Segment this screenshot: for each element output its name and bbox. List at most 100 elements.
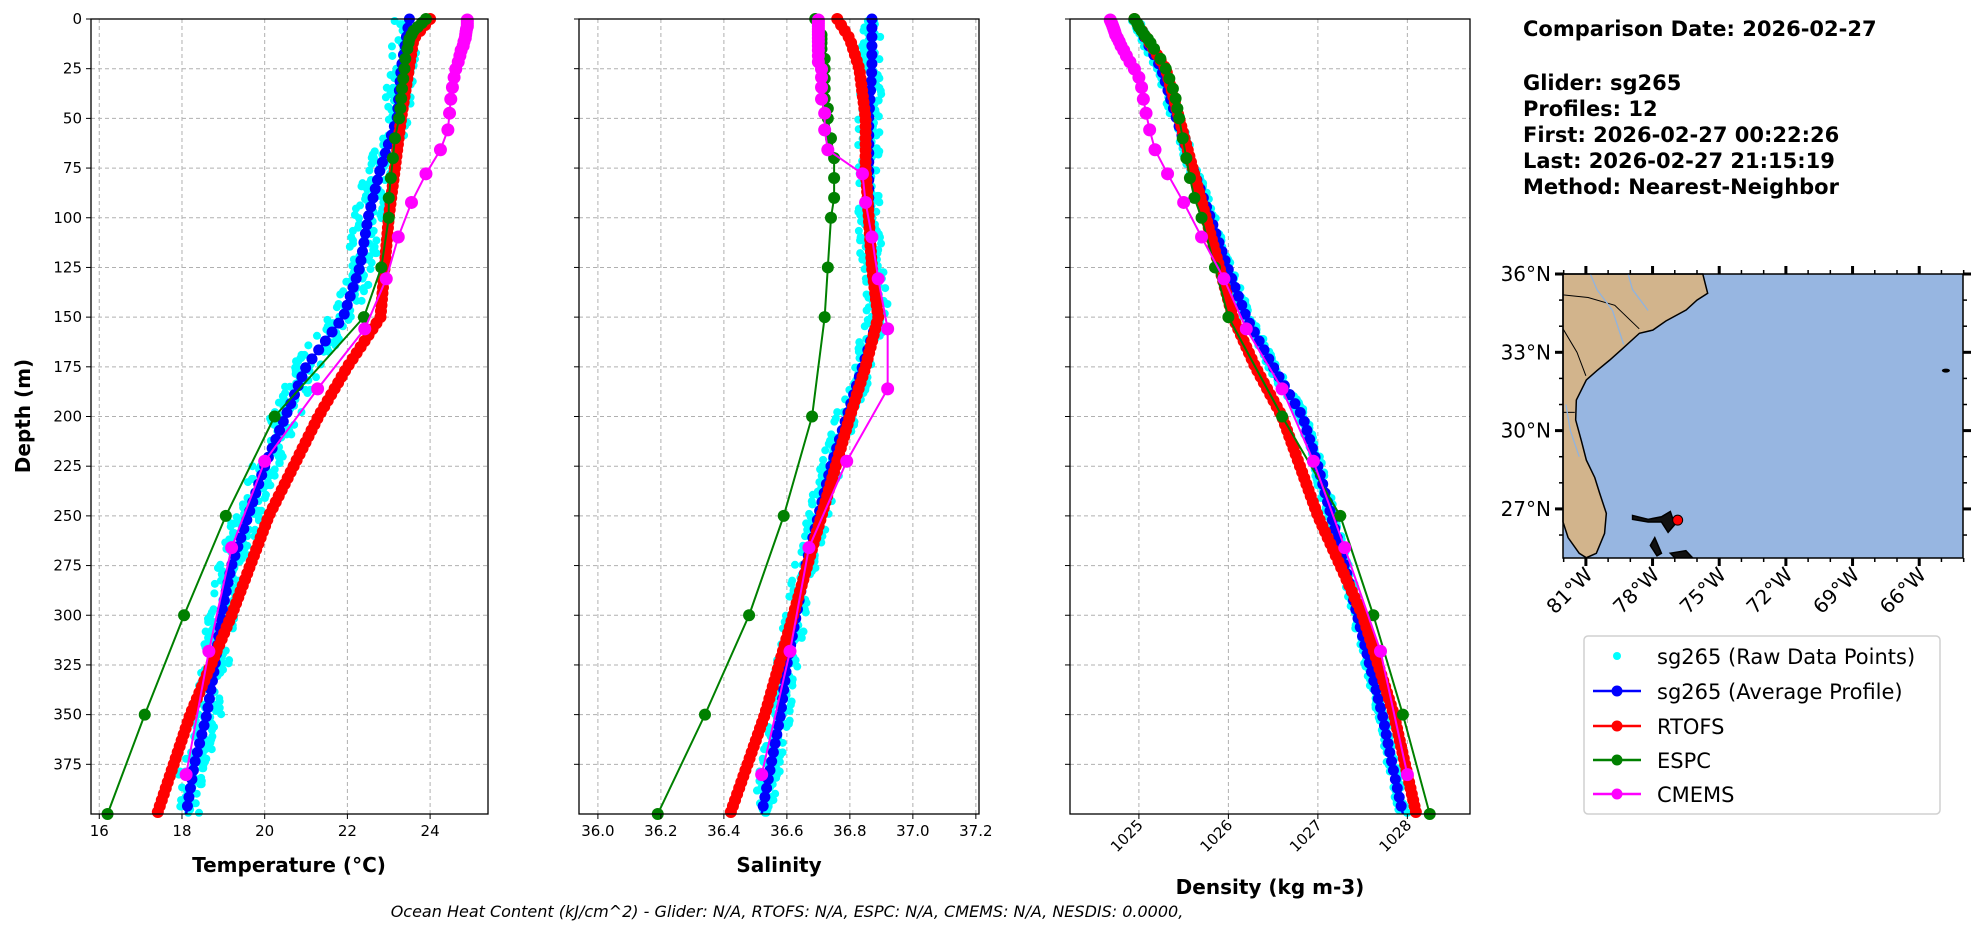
- data-point: [866, 31, 878, 43]
- data-point: [419, 167, 433, 181]
- data-point: [372, 174, 384, 186]
- data-point: [724, 806, 737, 819]
- data-point: [179, 768, 193, 782]
- data-point: [374, 165, 386, 177]
- method: Method: Nearest-Neighbor: [1523, 175, 1840, 199]
- raw-data-point: [201, 627, 210, 636]
- data-point: [391, 230, 405, 244]
- x-tick-label: 36.6: [770, 822, 803, 840]
- data-point: [151, 806, 164, 819]
- data-point: [1391, 782, 1403, 794]
- data-point: [1382, 737, 1394, 749]
- raw-data-point: [793, 662, 802, 671]
- data-point: [238, 523, 250, 535]
- legend-marker-icon: [1611, 788, 1623, 800]
- data-point: [1195, 211, 1208, 224]
- y-tick-label: 0: [72, 10, 82, 28]
- data-point: [865, 230, 879, 244]
- data-point: [1370, 684, 1382, 696]
- density-axis-label: Density (kg m-3): [1176, 875, 1365, 899]
- data-point: [398, 62, 411, 75]
- x-tick-label: 1026: [1196, 816, 1236, 856]
- data-point: [1136, 92, 1150, 106]
- data-point: [1176, 132, 1189, 145]
- raw-data-point: [874, 150, 883, 159]
- raw-data-point: [336, 290, 345, 299]
- raw-data-point: [207, 726, 216, 735]
- data-point: [1132, 70, 1146, 84]
- lon-tick-label: 75°W: [1675, 562, 1731, 618]
- raw-data-point: [194, 808, 203, 817]
- y-tick-label: 225: [53, 457, 82, 475]
- legend-label: RTOFS: [1657, 715, 1724, 739]
- y-tick-label: 75: [63, 159, 82, 177]
- raw-data-point: [787, 579, 796, 588]
- data-point: [355, 254, 367, 266]
- data-point: [196, 729, 208, 740]
- raw-data-point: [365, 166, 374, 175]
- raw-data-point: [877, 90, 886, 99]
- data-point: [219, 509, 232, 522]
- raw-data-point: [387, 42, 396, 51]
- data-point: [1276, 410, 1289, 423]
- data-point: [802, 541, 816, 555]
- raw-data-point: [332, 303, 341, 312]
- data-point: [235, 532, 247, 544]
- data-point: [1195, 230, 1209, 244]
- raw-data-point: [226, 522, 235, 531]
- lat-tick-label: 36°N: [1501, 262, 1551, 286]
- raw-data-point: [210, 589, 219, 598]
- data-point: [777, 509, 790, 522]
- raw-data-point: [303, 389, 312, 398]
- data-point: [1222, 311, 1235, 324]
- data-point: [1154, 52, 1167, 65]
- raw-data-point: [786, 700, 795, 709]
- data-point: [1306, 454, 1320, 468]
- state-border: [1562, 294, 1640, 330]
- data-point: [178, 609, 191, 622]
- x-tick-label: 36.0: [581, 822, 614, 840]
- data-point: [183, 791, 195, 803]
- data-point: [341, 299, 353, 311]
- data-point: [1177, 195, 1191, 209]
- legend-label: sg265 (Average Profile): [1657, 680, 1903, 704]
- first-time: First: 2026-02-27 00:22:26: [1523, 123, 1839, 147]
- data-point: [311, 382, 325, 396]
- y-tick-label: 300: [53, 606, 82, 624]
- data-point: [347, 281, 359, 293]
- raw-data-point: [304, 341, 313, 350]
- raw-data-point: [371, 249, 380, 258]
- ocean-heat-content-footer: Ocean Heat Content (kJ/cm^2) - Glider: N…: [391, 902, 1184, 921]
- glider-location-marker: [1672, 514, 1684, 526]
- data-point: [866, 67, 878, 79]
- data-point: [1400, 768, 1414, 782]
- raw-data-point: [210, 579, 219, 588]
- data-point: [866, 49, 878, 61]
- data-point: [866, 58, 878, 70]
- y-tick-label: 25: [63, 60, 82, 78]
- raw-data-point: [207, 745, 216, 754]
- y-tick-label: 200: [53, 408, 82, 426]
- data-point: [382, 211, 395, 224]
- data-point: [369, 183, 381, 195]
- legend-label: sg265 (Raw Data Points): [1657, 645, 1915, 669]
- raw-data-point: [354, 214, 363, 223]
- raw-data-point: [1402, 808, 1411, 817]
- x-tick-label: 1028: [1375, 816, 1415, 856]
- raw-data-point: [883, 300, 892, 309]
- series-espc: [101, 13, 432, 820]
- data-point: [388, 132, 401, 145]
- x-tick-label: 37.0: [896, 822, 929, 840]
- data-point: [281, 407, 293, 419]
- data-point: [767, 746, 779, 758]
- data-point: [815, 92, 829, 106]
- data-point: [821, 143, 835, 157]
- lon-tick-label: 69°W: [1808, 562, 1864, 618]
- legend-item-espc: ESPC: [1593, 749, 1711, 773]
- data-point: [821, 261, 834, 274]
- raw-data-point: [860, 322, 869, 331]
- data-point: [871, 272, 885, 286]
- raw-data-point: [312, 331, 321, 340]
- raw-data-point: [856, 236, 865, 245]
